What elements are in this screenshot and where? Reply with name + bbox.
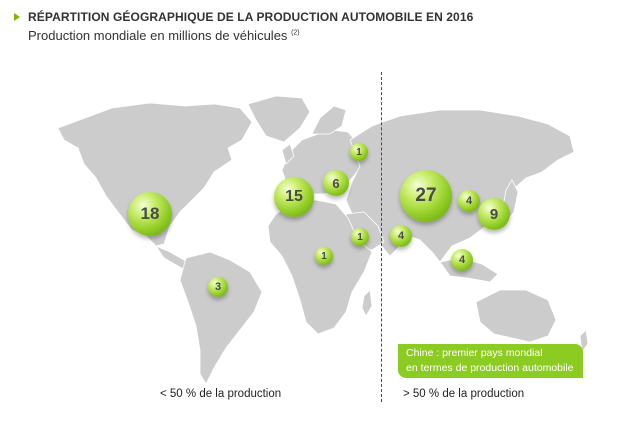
south-america bbox=[179, 251, 263, 385]
bubble-europe-central: 6 bbox=[323, 170, 349, 196]
bubble-africa: 1 bbox=[315, 247, 333, 265]
callout-line-1: Chine : premier pays mondial bbox=[406, 347, 543, 359]
australia bbox=[475, 289, 557, 343]
greenland bbox=[247, 95, 311, 143]
header: RÉPARTITION GÉOGRAPHIQUE DE LA PRODUCTIO… bbox=[14, 10, 473, 43]
british-isles bbox=[281, 143, 295, 165]
madagascar bbox=[361, 289, 373, 317]
label-above-50: > 50 % de la production bbox=[403, 388, 525, 400]
china-callout: Chine : premier pays mondial en termes d… bbox=[398, 344, 583, 378]
bubble-japan: 9 bbox=[478, 198, 510, 230]
north-america bbox=[57, 102, 253, 247]
page-subtitle: Production mondiale en millions de véhic… bbox=[28, 28, 473, 43]
fifty-percent-divider bbox=[381, 72, 382, 402]
bubble-russia: 1 bbox=[350, 143, 368, 161]
triangle-bullet-icon bbox=[14, 13, 20, 21]
footnote-reference: (2) bbox=[291, 29, 300, 37]
bubble-southeast-asia: 4 bbox=[451, 249, 473, 271]
callout-line-2: en termes de production automobile bbox=[406, 362, 574, 374]
bubble-india: 4 bbox=[390, 225, 412, 247]
scandinavia bbox=[311, 105, 347, 135]
label-below-50: < 50 % de la production bbox=[160, 388, 282, 400]
bubble-china: 27 bbox=[400, 170, 452, 222]
title-row: RÉPARTITION GÉOGRAPHIQUE DE LA PRODUCTIO… bbox=[14, 10, 473, 24]
bubble-brazil: 3 bbox=[208, 277, 228, 297]
bubble-middle-east: 1 bbox=[351, 228, 369, 246]
bubble-usa: 18 bbox=[128, 192, 172, 236]
subtitle-text: Production mondiale en millions de véhic… bbox=[28, 28, 288, 43]
bubble-korea: 4 bbox=[458, 190, 480, 212]
africa bbox=[267, 199, 373, 335]
page-title: RÉPARTITION GÉOGRAPHIQUE DE LA PRODUCTIO… bbox=[28, 10, 474, 24]
bubble-europe-west: 15 bbox=[274, 177, 314, 217]
